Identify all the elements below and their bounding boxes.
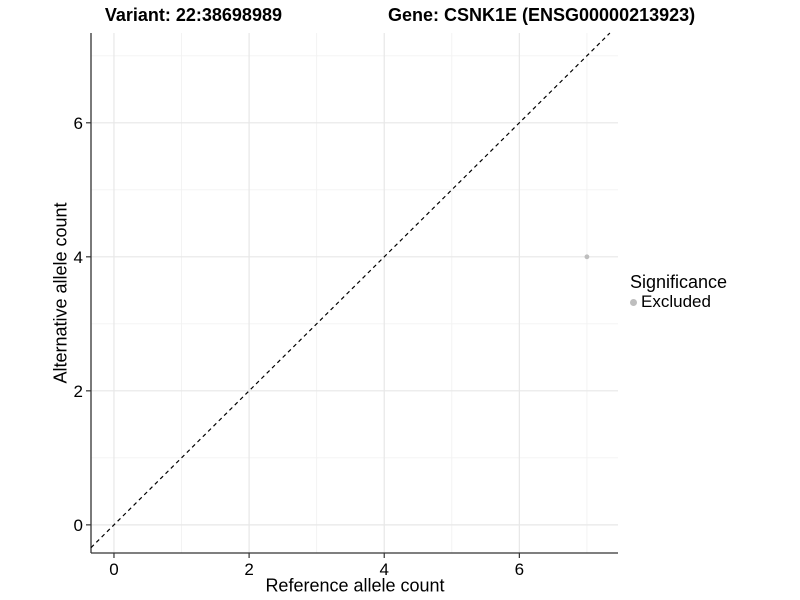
legend-item-excluded: Excluded (630, 292, 727, 312)
x-tick-label: 0 (109, 560, 118, 579)
y-tick-label: 4 (74, 248, 83, 267)
x-tick-label: 4 (379, 560, 388, 579)
y-axis-title: Alternative allele count (50, 202, 71, 384)
plot-title: Variant: 22:38698989 Gene: CSNK1E (ENSG0… (0, 5, 800, 26)
data-point (584, 254, 590, 260)
legend: Significance Excluded (630, 272, 727, 312)
x-axis-title: Reference allele count (265, 575, 445, 596)
legend-title: Significance (630, 272, 728, 292)
legend-point-icon (630, 298, 637, 306)
identity-line (90, 32, 611, 549)
x-tick-label: 6 (515, 560, 524, 579)
x-tick-label: 2 (244, 560, 253, 579)
y-tick-label: 2 (74, 382, 83, 401)
legend-item-label: Excluded (641, 292, 711, 311)
y-tick-label: 6 (74, 114, 83, 133)
plot-title-variant: Variant: 22:38698989 (104, 5, 282, 25)
y-tick-label: 0 (74, 516, 83, 535)
plot-title-gene: Gene: CSNK1E (ENSG00000213923) (387, 5, 696, 25)
